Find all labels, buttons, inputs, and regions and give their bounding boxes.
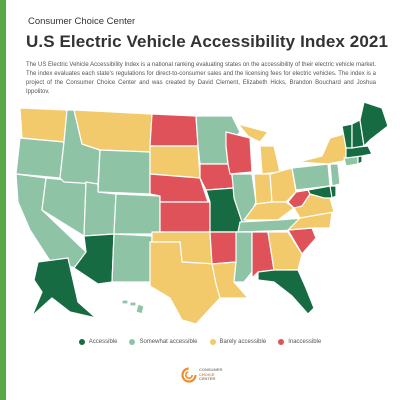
- state-hi[interactable]: [121, 299, 145, 315]
- logo-wordmark: CONSUMER CHOICE CENTER: [199, 367, 223, 382]
- state-me[interactable]: [359, 102, 388, 147]
- legend-swatch-accessible: [78, 339, 85, 345]
- state-nm[interactable]: [111, 233, 153, 283]
- state-nd[interactable]: [149, 113, 199, 147]
- state-ga[interactable]: [267, 231, 303, 271]
- state-pa[interactable]: [291, 163, 331, 191]
- state-ar[interactable]: [209, 231, 239, 265]
- state-wy[interactable]: [97, 149, 151, 195]
- state-or[interactable]: [15, 137, 65, 179]
- us-states-map: [15, 102, 388, 325]
- map-legend: Accessible Somewhat accessible Barely ac…: [0, 339, 400, 345]
- state-az[interactable]: [73, 233, 115, 285]
- state-md[interactable]: [307, 185, 335, 199]
- state-fl[interactable]: [257, 269, 315, 315]
- state-nj[interactable]: [329, 163, 341, 187]
- legend-swatch-inaccessible: [278, 339, 285, 345]
- state-wa[interactable]: [19, 107, 68, 143]
- org-name: Consumer Choice Center: [28, 16, 136, 27]
- state-oh[interactable]: [269, 167, 297, 203]
- legend-swatch-somewhat-accessible: [129, 339, 136, 345]
- consumer-choice-center-logo: CONSUMER CHOICE CENTER: [181, 365, 229, 385]
- state-co[interactable]: [113, 193, 161, 235]
- legend-label: Accessible: [88, 339, 118, 345]
- left-accent-bar: [0, 0, 6, 400]
- state-ms[interactable]: [233, 231, 253, 283]
- legend-item-inaccessible: Inaccessible: [278, 339, 321, 345]
- state-ny[interactable]: [297, 133, 349, 165]
- legend-item-somewhat-accessible: Somewhat accessible: [129, 339, 198, 345]
- legend-item-accessible: Accessible: [78, 339, 118, 345]
- legend-label: Barely accessible: [219, 339, 267, 345]
- state-ak[interactable]: [31, 257, 97, 319]
- state-tx[interactable]: [149, 241, 221, 325]
- page-title: U.S Electric Vehicle Accessibility Index…: [26, 32, 389, 51]
- state-in[interactable]: [253, 173, 273, 205]
- legend-swatch-barely-accessible: [209, 339, 216, 345]
- intro-paragraph: The US Electric Vehicle Accessibility In…: [26, 62, 376, 95]
- logo-swirl-icon: [181, 367, 197, 383]
- state-mt[interactable]: [73, 109, 153, 153]
- state-sd[interactable]: [149, 145, 201, 179]
- legend-item-barely-accessible: Barely accessible: [209, 339, 267, 345]
- state-wi[interactable]: [225, 131, 253, 175]
- logo-line-3: CENTER: [199, 376, 216, 382]
- state-ks[interactable]: [159, 201, 211, 233]
- legend-label: Inaccessible: [288, 339, 322, 345]
- legend-label: Somewhat accessible: [139, 339, 198, 345]
- logo-line-1: CONSUMER: [199, 367, 223, 373]
- state-ri[interactable]: [357, 155, 363, 165]
- logo-line-2: CHOICE: [199, 371, 215, 377]
